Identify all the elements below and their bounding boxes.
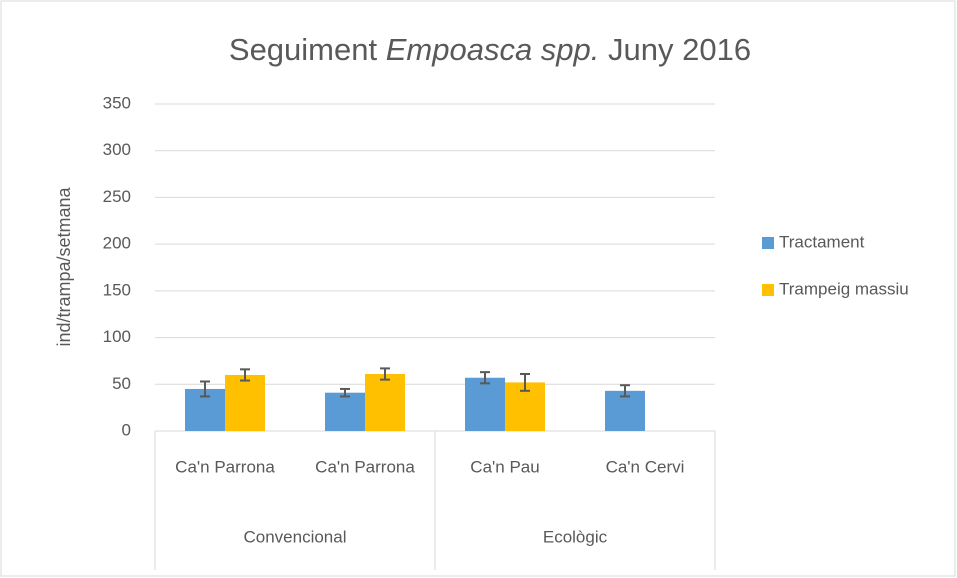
x-tick-label: Ca'n Parrona (315, 457, 415, 476)
legend-label: Tractament (779, 232, 865, 251)
bar (225, 374, 265, 431)
error-bar (620, 384, 630, 398)
title-part: Juny 2016 (608, 32, 751, 67)
error-bar (520, 373, 530, 392)
error-bar (240, 368, 250, 382)
y-tick-label: 300 (103, 140, 131, 159)
x-tick-label: Ca'n Cervi (606, 457, 685, 476)
error-bar (200, 380, 210, 398)
group-label: Ecològic (543, 527, 608, 546)
title-part: Empoasca spp. (386, 32, 600, 67)
error-bar (480, 371, 490, 385)
group-label: Convencional (243, 527, 346, 546)
bar (605, 390, 645, 431)
bar (325, 392, 365, 431)
legend-label: Trampeig massiu (779, 279, 909, 298)
y-tick-label: 100 (103, 327, 131, 346)
y-tick-label: 0 (122, 420, 131, 439)
error-bar (380, 367, 390, 381)
x-tick-label: Ca'n Pau (470, 457, 539, 476)
chart-title: Seguiment Empoasca spp. Juny 2016 (229, 32, 751, 67)
y-tick-label: 150 (103, 280, 131, 299)
title-part: Seguiment (229, 32, 378, 67)
bar (365, 374, 405, 431)
y-tick-label: 350 (103, 93, 131, 112)
legend-swatch (762, 284, 774, 296)
bar (465, 377, 505, 431)
legend-swatch (762, 237, 774, 249)
x-tick-label: Ca'n Parrona (175, 457, 275, 476)
y-axis-label: ind/trampa/setmana (54, 186, 74, 346)
y-tick-label: 200 (103, 234, 131, 253)
error-bar (340, 387, 350, 398)
y-tick-label: 250 (103, 187, 131, 206)
y-tick-label: 50 (112, 374, 131, 393)
